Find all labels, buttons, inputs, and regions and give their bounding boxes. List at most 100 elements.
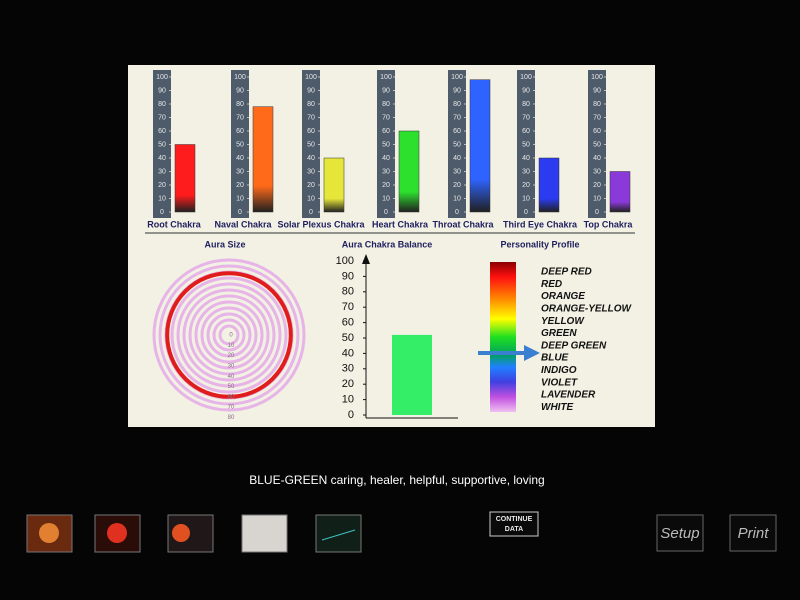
y-tick-label: 90 (453, 87, 461, 94)
y-tick-label: 30 (342, 363, 354, 375)
y-tick-label: 40 (342, 347, 354, 359)
profile-label: BLUE (541, 353, 569, 364)
ruler-label: 70 (228, 405, 235, 411)
y-tick-label: 50 (342, 332, 354, 344)
y-tick-label: 60 (382, 128, 390, 135)
thumbnail[interactable] (315, 514, 362, 553)
ruler-label: 80 (228, 415, 235, 421)
y-tick-label: 30 (307, 168, 315, 175)
y-tick-label: 100 (520, 74, 532, 81)
y-tick-label: 70 (382, 114, 390, 121)
y-tick-label: 70 (158, 114, 166, 121)
thumbnail[interactable] (241, 514, 288, 553)
ruler-label: 60 (228, 394, 235, 400)
profile-label: WHITE (541, 402, 574, 413)
y-tick-label: 30 (236, 168, 244, 175)
scale-strip (588, 70, 606, 218)
y-tick-label: 80 (342, 286, 354, 298)
bar (538, 157, 560, 213)
y-tick-label: 60 (342, 317, 354, 329)
aura-ring (158, 264, 300, 406)
profile-label: RED (541, 279, 562, 290)
y-tick-label: 50 (593, 141, 601, 148)
aura-ring (188, 294, 270, 376)
thumbnail[interactable] (26, 514, 73, 553)
y-tick-label: 40 (593, 155, 601, 162)
aura-ring (152, 258, 306, 412)
y-tick-label: 70 (342, 301, 354, 313)
y-tick-label: 100 (305, 74, 317, 81)
y-tick-label: 70 (522, 114, 530, 121)
aura-ring (194, 300, 264, 370)
y-tick-label: 20 (453, 182, 461, 189)
thumbnail-icon (107, 523, 127, 543)
aura-ring (218, 324, 240, 346)
x-tick-label: Heart Chakra (372, 219, 429, 229)
profile-label: INDIGO (541, 365, 577, 376)
y-tick-label: 0 (348, 409, 354, 421)
y-tick-label: 30 (382, 168, 390, 175)
scale-strip (377, 70, 395, 218)
y-tick-label: 40 (382, 155, 390, 162)
spectrum-strip (490, 262, 516, 412)
y-tick-label: 70 (593, 114, 601, 121)
continue-label: DATA (505, 526, 523, 533)
aura-ring (176, 282, 282, 388)
setup-button[interactable] (656, 514, 704, 552)
y-tick-label: 60 (158, 128, 166, 135)
continue-button[interactable] (489, 511, 539, 537)
x-tick-label: Root Chakra (147, 219, 202, 229)
x-tick-label: Top Chakra (584, 219, 634, 229)
y-tick-label: 20 (342, 378, 354, 390)
profile-label: VIOLET (541, 377, 578, 388)
y-tick-label: 20 (522, 182, 530, 189)
aura-size-title: Aura Size (204, 239, 245, 249)
y-tick-label: 90 (522, 87, 530, 94)
balance-title: Aura Chakra Balance (342, 239, 433, 249)
ruler-label: 50 (228, 384, 235, 390)
y-tick-label: 20 (158, 182, 166, 189)
bar (398, 130, 420, 213)
x-tick-label: Third Eye Chakra (503, 219, 578, 229)
y-tick-label: 100 (234, 74, 246, 81)
y-tick-label: 10 (593, 195, 601, 202)
bar (252, 106, 274, 213)
thumbnail-icon (172, 524, 190, 542)
aura-ring (206, 312, 252, 358)
y-tick-label: 100 (380, 74, 392, 81)
profile-label: DEEP GREEN (541, 340, 607, 351)
y-tick-label: 80 (522, 101, 530, 108)
profile-label: GREEN (541, 328, 577, 339)
y-tick-label: 10 (522, 195, 530, 202)
bar (469, 79, 491, 213)
y-tick-label: 10 (382, 195, 390, 202)
profile-label: YELLOW (541, 316, 585, 327)
y-tick-label: 90 (342, 270, 354, 282)
y-tick-label: 80 (307, 101, 315, 108)
thumbnails (26, 514, 362, 553)
y-tick-label: 30 (158, 168, 166, 175)
y-tick-label: 80 (382, 101, 390, 108)
x-tick-label: Throat Chakra (432, 219, 494, 229)
y-tick-label: 70 (307, 114, 315, 121)
print-button[interactable] (729, 514, 777, 552)
y-tick-label: 20 (307, 182, 315, 189)
y-tick-label: 20 (382, 182, 390, 189)
y-tick-label: 10 (307, 195, 315, 202)
y-tick-label: 100 (451, 74, 463, 81)
personality-title: Personality Profile (500, 239, 579, 249)
y-tick-label: 100 (591, 74, 603, 81)
aura-ring (212, 318, 246, 352)
aura-circle (165, 271, 293, 399)
y-tick-label: 40 (307, 155, 315, 162)
y-tick-label: 80 (158, 101, 166, 108)
y-tick-label: 50 (382, 141, 390, 148)
y-tick-label: 10 (453, 195, 461, 202)
y-tick-label: 80 (593, 101, 601, 108)
y-tick-label: 20 (593, 182, 601, 189)
y-tick-label: 60 (236, 128, 244, 135)
y-tick-label: 50 (158, 141, 166, 148)
scale-strip (231, 70, 249, 218)
y-tick-label: 0 (524, 209, 528, 216)
